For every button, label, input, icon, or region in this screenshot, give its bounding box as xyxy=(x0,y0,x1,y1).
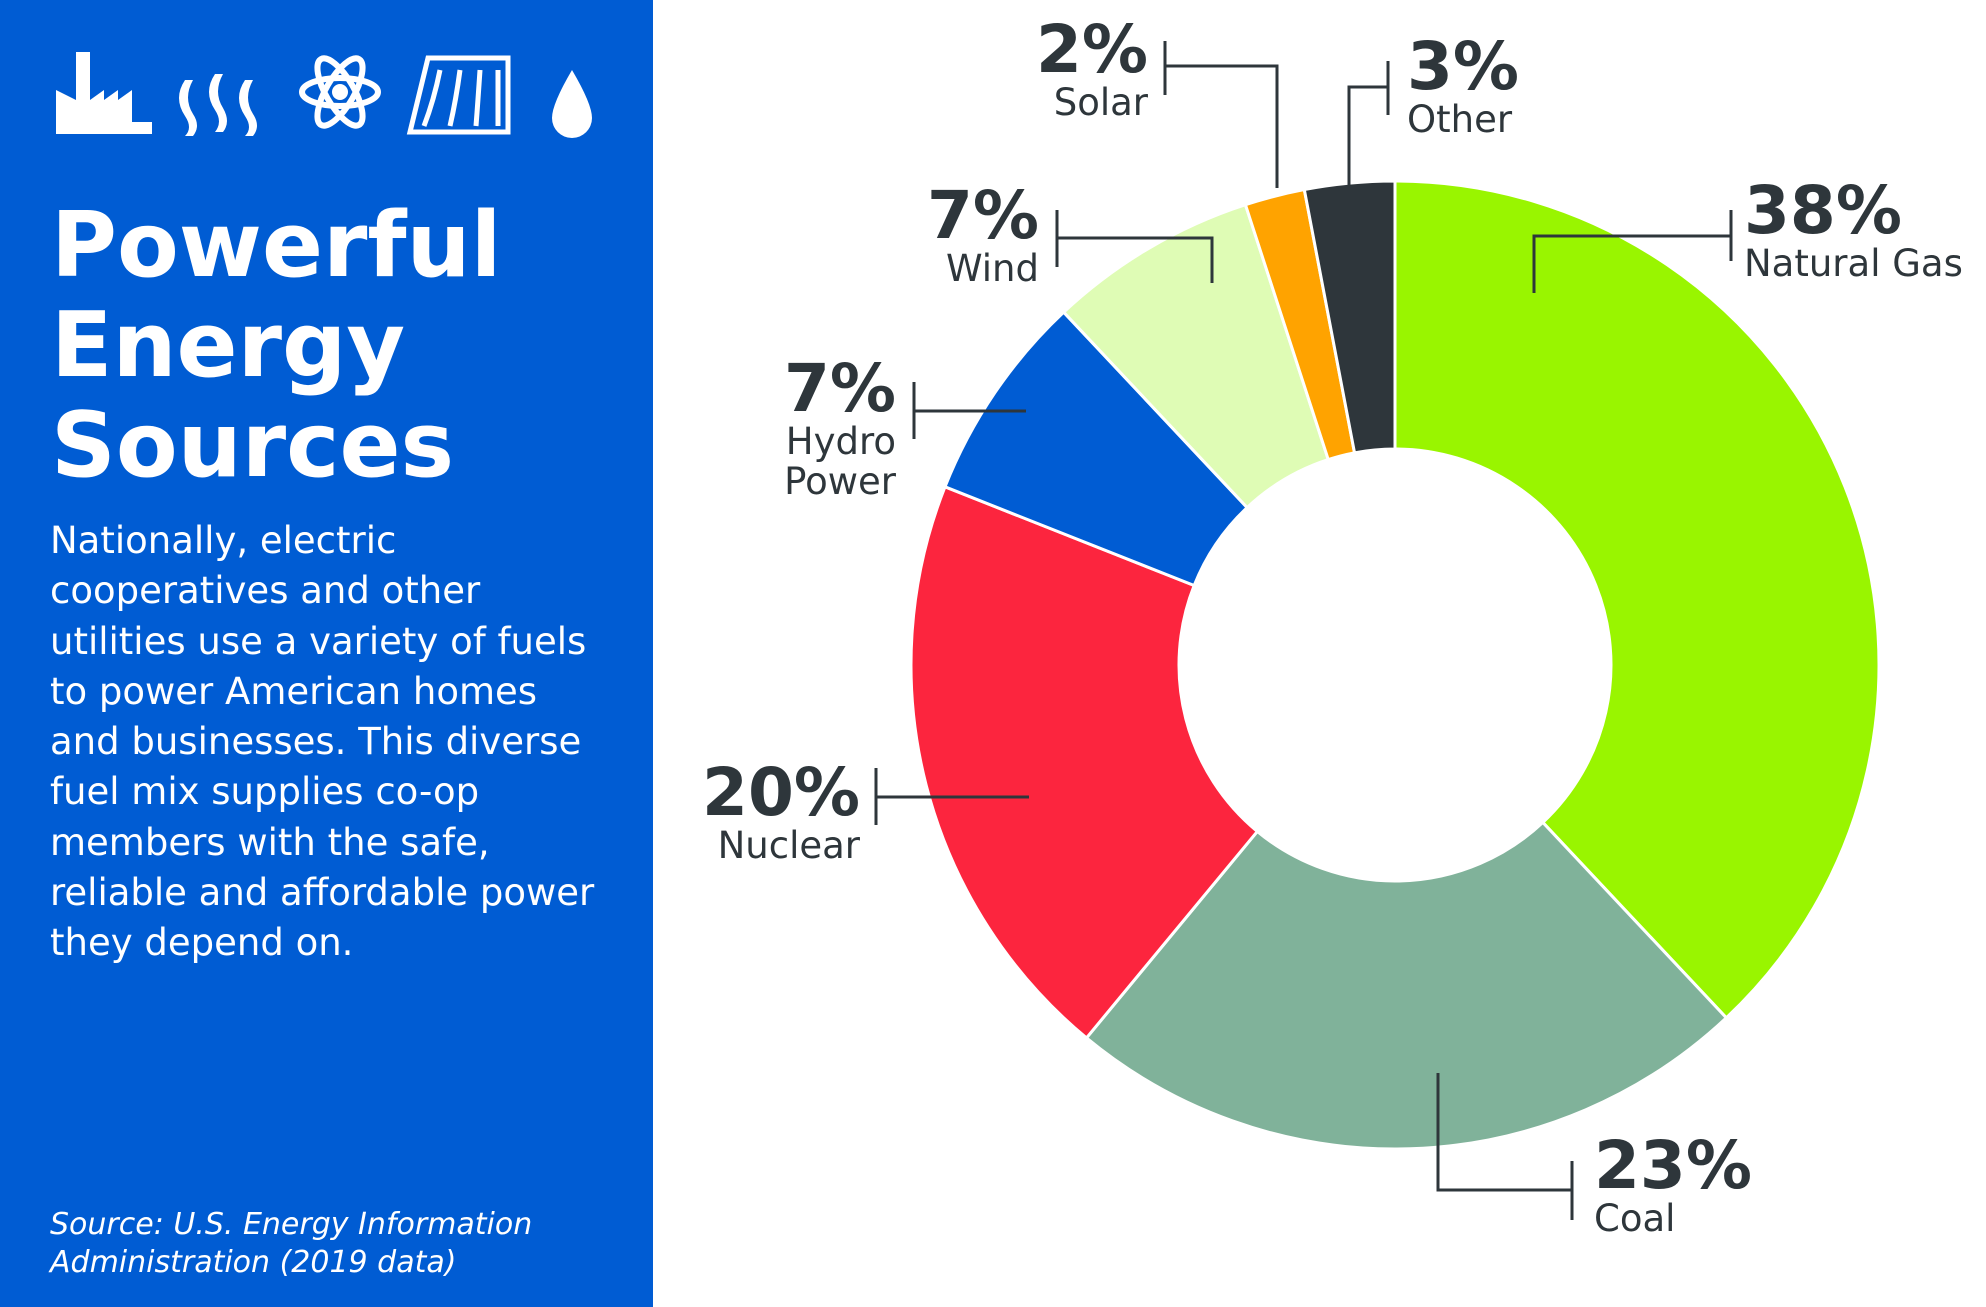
value-label: 23% xyxy=(1594,1127,1752,1204)
value-label: 38% xyxy=(1744,172,1902,249)
source-note: Source: U.S. Energy Information Administ… xyxy=(50,1207,533,1280)
side-panel: Powerful Energy Sources Nationally, elec… xyxy=(0,0,653,1307)
category-label: Solar xyxy=(1053,81,1148,124)
icons xyxy=(56,52,592,138)
category-label: Hydro Power xyxy=(784,420,897,503)
leader-line xyxy=(1057,236,1214,283)
category-label: Coal xyxy=(1594,1197,1676,1240)
value-label: 20% xyxy=(702,754,860,831)
description: Nationally, electric cooperatives and ot… xyxy=(50,519,595,965)
leader-line xyxy=(1165,64,1279,188)
dam-icon xyxy=(406,55,511,135)
slice-label: 20% Nuclear xyxy=(702,760,860,866)
slice-label: 23% Coal xyxy=(1594,1133,1752,1239)
donut-slice xyxy=(1084,820,1729,1151)
donut-slice xyxy=(1061,202,1331,510)
donut-slice xyxy=(1302,179,1397,455)
category-label: Natural Gas xyxy=(1744,242,1963,285)
slice-label: 3% Other xyxy=(1407,34,1519,140)
donut-slice xyxy=(1393,179,1881,1020)
leader-line xyxy=(1532,234,1731,293)
donut-slice xyxy=(909,484,1260,1041)
slice-label: 2% Solar xyxy=(1036,17,1148,123)
steam-icon xyxy=(179,74,257,136)
slice-label: 38% Natural Gas xyxy=(1744,178,1963,284)
value-label: 2% xyxy=(1035,11,1148,88)
value-label: 3% xyxy=(1407,28,1520,105)
value-label: 7% xyxy=(783,350,896,427)
atom-core xyxy=(332,84,348,100)
category-label: Wind xyxy=(946,247,1039,290)
drop-icon xyxy=(552,70,592,138)
atom-icon xyxy=(299,55,381,129)
leader-line xyxy=(1347,85,1388,185)
slice-label: 7% Hydro Power xyxy=(784,356,896,502)
donut-slice xyxy=(943,310,1250,588)
value-label: 7% xyxy=(926,177,1039,254)
title: Powerful Energy Sources xyxy=(51,193,502,498)
leader-line xyxy=(1436,1073,1572,1192)
donut-slice xyxy=(1243,187,1357,462)
category-label: Nuclear xyxy=(717,824,860,867)
category-label: Other xyxy=(1407,98,1513,141)
slice-label: 7% Wind xyxy=(927,183,1039,289)
factory-icon xyxy=(56,52,152,134)
